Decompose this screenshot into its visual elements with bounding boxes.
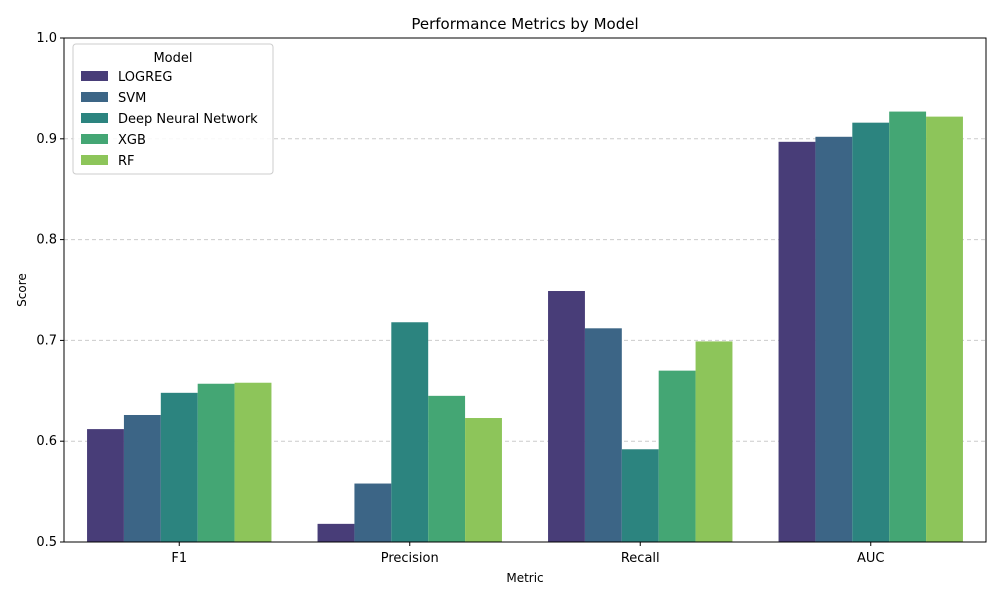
plot-frame xyxy=(63,37,987,543)
legend-swatch xyxy=(81,92,108,102)
legend-label: XGB xyxy=(118,133,146,148)
y-axis-label: Score xyxy=(15,273,29,307)
bar-svm-recall xyxy=(584,328,622,542)
legend-swatch xyxy=(81,113,108,123)
x-tick-label: F1 xyxy=(171,551,187,566)
bar-svm-precision xyxy=(354,483,392,542)
y-tick-label: 0.5 xyxy=(36,535,57,550)
x-tick-label: Precision xyxy=(381,551,439,566)
x-tick-label: Recall xyxy=(621,551,660,566)
bar-deep-neural-network-f1 xyxy=(160,392,198,542)
bar-deep-neural-network-auc xyxy=(852,122,890,542)
legend-title: Model xyxy=(153,51,192,66)
bar-xgb-recall xyxy=(658,370,696,542)
bar-logreg-precision xyxy=(317,523,355,542)
bar-rf-auc xyxy=(926,116,963,543)
y-tick-label: 1.0 xyxy=(36,31,57,46)
bar-deep-neural-network-precision xyxy=(391,322,429,542)
chart-title: Performance Metrics by Model xyxy=(411,15,638,33)
legend: Model LOGREG SVM Deep Neural Network XGB RF xyxy=(72,43,274,175)
legend-swatch xyxy=(81,134,108,144)
bar-xgb-precision xyxy=(428,395,466,542)
bar-rf-recall xyxy=(695,341,733,542)
legend-box xyxy=(72,43,274,175)
bar-logreg-auc xyxy=(778,141,816,542)
legend-swatch xyxy=(81,155,108,165)
bars xyxy=(87,111,963,543)
bar-rf-f1 xyxy=(234,382,272,542)
bar-svm-f1 xyxy=(123,414,161,542)
bar-logreg-f1 xyxy=(87,429,124,542)
y-tick-label: 0.8 xyxy=(36,233,57,248)
y-tick-label: 0.9 xyxy=(36,132,57,147)
bar-xgb-f1 xyxy=(197,383,235,542)
legend-label: Deep Neural Network xyxy=(118,112,258,127)
bar-svm-auc xyxy=(815,136,853,542)
legend-label: LOGREG xyxy=(118,70,172,85)
x-axis: F1 Precision Recall AUC xyxy=(171,542,885,566)
legend-label: RF xyxy=(118,154,135,169)
bar-xgb-auc xyxy=(889,111,927,543)
legend-label: SVM xyxy=(118,91,146,106)
legend-swatch xyxy=(81,71,108,81)
bar-rf-precision xyxy=(465,418,502,542)
bar-deep-neural-network-recall xyxy=(621,449,659,542)
y-axis: 0.5 0.6 0.7 0.8 0.9 1.0 xyxy=(36,31,64,550)
y-tick-label: 0.6 xyxy=(36,434,57,449)
y-tick-label: 0.7 xyxy=(36,333,57,348)
x-axis-label: Metric xyxy=(506,571,543,585)
x-tick-label: AUC xyxy=(857,551,885,566)
bar-logreg-recall xyxy=(548,291,585,542)
